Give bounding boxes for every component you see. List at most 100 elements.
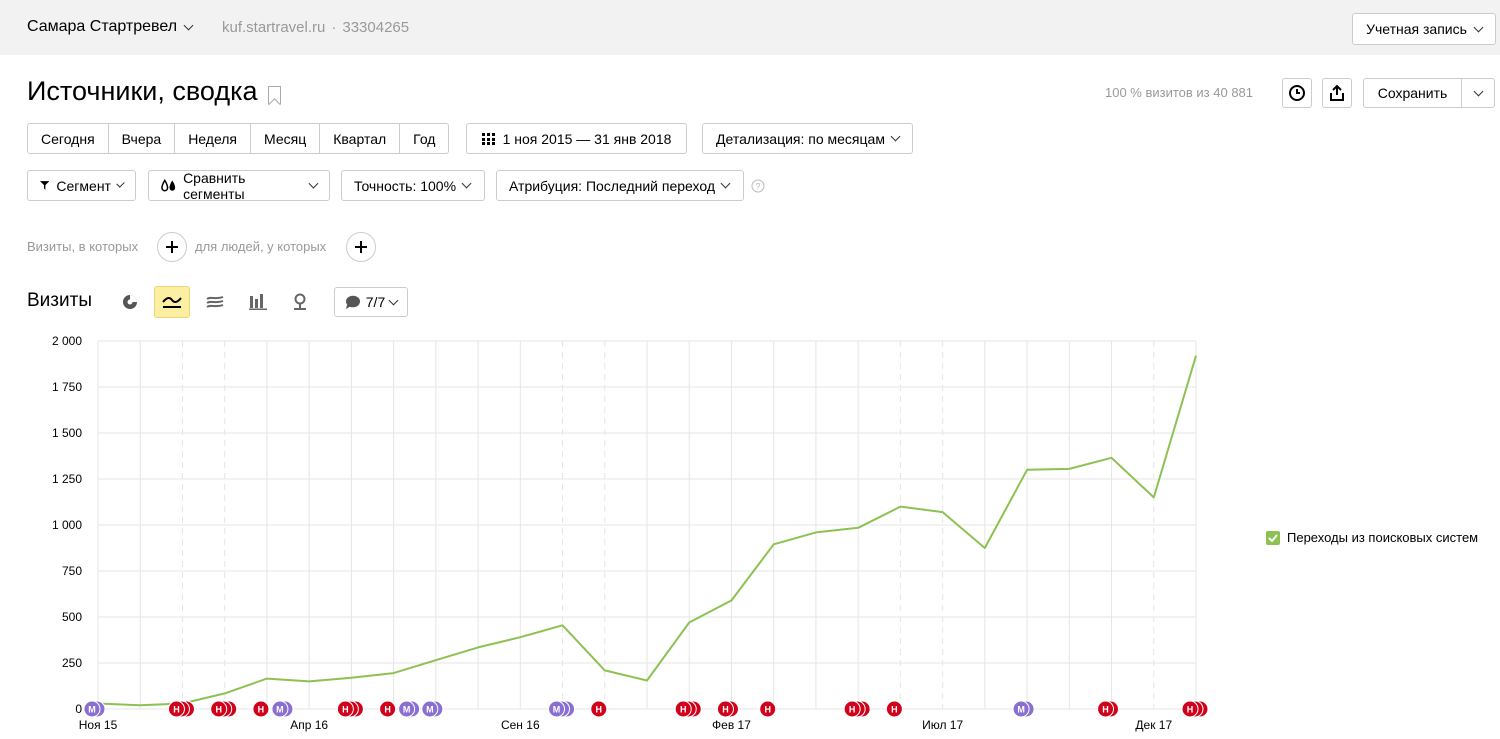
period-week[interactable]: Неделя bbox=[175, 124, 252, 153]
note-marker-red: Н bbox=[843, 700, 871, 718]
note-letter: Н bbox=[596, 705, 603, 715]
x-tick-label: Фев 17 bbox=[712, 718, 751, 732]
check-icon bbox=[1268, 533, 1278, 542]
y-tick-label: 250 bbox=[62, 656, 82, 670]
accuracy-label: Точность: 100% bbox=[354, 177, 457, 194]
share-icon bbox=[1330, 84, 1344, 101]
note-letter: Н bbox=[258, 705, 265, 715]
compare-segments-button[interactable]: Сравнить сегменты bbox=[148, 170, 330, 202]
drops-icon bbox=[161, 178, 176, 191]
note-marker-purple: М bbox=[271, 700, 294, 718]
notes-count: 7/7 bbox=[365, 294, 386, 310]
note-letter: Н bbox=[215, 705, 222, 715]
add-visit-condition-button[interactable] bbox=[157, 232, 187, 262]
attribution-dropdown[interactable]: Атрибуция: Последний переход bbox=[496, 170, 744, 201]
chart-grid bbox=[97, 340, 1197, 710]
note-bubble bbox=[1097, 700, 1115, 718]
detail-label: Детализация: по месяцам bbox=[716, 130, 885, 147]
period-quarter[interactable]: Квартал bbox=[320, 124, 401, 153]
note-bubble bbox=[1181, 700, 1199, 718]
attribution-label: Атрибуция: Последний переход bbox=[509, 177, 716, 194]
notes-button[interactable]: 7/7 bbox=[334, 287, 408, 317]
period-yesterday[interactable]: Вчера bbox=[109, 124, 176, 153]
note-letter: Н bbox=[1187, 705, 1194, 715]
people-condition-label: для людей, у которых bbox=[195, 239, 327, 254]
y-tick-label: 0 bbox=[75, 702, 82, 716]
chart-type-pie[interactable] bbox=[112, 286, 148, 318]
detail-dropdown[interactable]: Детализация: по месяцам bbox=[702, 123, 913, 154]
add-people-condition-button[interactable] bbox=[346, 232, 376, 262]
note-bubble bbox=[548, 700, 566, 718]
account-label: Учетная запись bbox=[1366, 21, 1467, 37]
svg-text:?: ? bbox=[755, 182, 760, 192]
note-letter: Н bbox=[764, 705, 771, 715]
note-bubble bbox=[336, 700, 354, 718]
chart-type-map[interactable] bbox=[282, 286, 318, 318]
chart-type-area[interactable] bbox=[197, 286, 233, 318]
note-bubble bbox=[398, 700, 416, 718]
clock-icon bbox=[1289, 85, 1305, 101]
filter-icon bbox=[40, 181, 50, 190]
period-year[interactable]: Год bbox=[413, 130, 436, 147]
counter-id: 33304265 bbox=[342, 19, 410, 36]
note-letter: Н bbox=[849, 705, 856, 715]
note-bubble bbox=[421, 700, 439, 718]
chevron-down-icon bbox=[116, 179, 125, 188]
counter-site-info: kuf.startravel.ru · 33304265 bbox=[222, 19, 409, 36]
accuracy-dropdown[interactable]: Точность: 100% bbox=[341, 170, 485, 201]
y-tick-label: 1 250 bbox=[52, 472, 82, 486]
bar-chart-icon bbox=[249, 294, 267, 310]
note-bubble bbox=[759, 700, 777, 718]
history-button[interactable] bbox=[1282, 78, 1312, 108]
export-button[interactable] bbox=[1322, 78, 1352, 108]
calendar-icon bbox=[481, 132, 495, 145]
x-tick-label: Июл 17 bbox=[922, 718, 963, 732]
chart-type-line[interactable] bbox=[154, 286, 190, 318]
chevron-down-icon bbox=[388, 295, 399, 305]
date-range-label: 1 ноя 2015 — 31 янв 2018 bbox=[502, 130, 672, 147]
date-range-button[interactable]: 1 ноя 2015 — 31 янв 2018 bbox=[466, 123, 687, 154]
note-marker-red: Н bbox=[1097, 700, 1120, 718]
note-bubble bbox=[716, 700, 734, 718]
y-tick-label: 1 500 bbox=[52, 426, 82, 440]
save-dropdown-button[interactable] bbox=[1461, 78, 1495, 108]
visits-condition-label: Визиты, в которых bbox=[27, 239, 139, 254]
note-letter: М bbox=[88, 705, 96, 715]
note-marker-red: Н bbox=[379, 700, 397, 718]
note-letter: Н bbox=[173, 705, 180, 715]
help-icon[interactable]: ? bbox=[751, 179, 765, 193]
note-letter: М bbox=[276, 705, 284, 715]
legend-label: Переходы из поисковых систем bbox=[1287, 530, 1479, 545]
pie-chart-icon bbox=[123, 295, 137, 309]
chart-type-bar[interactable] bbox=[240, 286, 276, 318]
legend-checkbox[interactable] bbox=[1266, 530, 1280, 545]
counter-selector[interactable]: Самара Стартревел bbox=[27, 18, 194, 36]
segment-button[interactable]: Сегмент bbox=[27, 170, 136, 201]
y-tick-label: 1 750 bbox=[52, 380, 82, 394]
site-domain: kuf.startravel.ru bbox=[222, 19, 326, 36]
chevron-down-icon bbox=[890, 131, 901, 142]
note-letter: М bbox=[1017, 705, 1025, 715]
plus-icon bbox=[355, 241, 367, 253]
note-marker-red: Н bbox=[716, 700, 739, 718]
chevron-down-icon bbox=[308, 178, 319, 189]
note-letter: Н bbox=[722, 705, 729, 715]
top-bar: Самара Стартревел kuf.startravel.ru · 3330… bbox=[0, 0, 1500, 55]
note-marker-red: Н bbox=[590, 700, 608, 718]
note-marker-red: Н bbox=[210, 700, 238, 718]
chart-series bbox=[97, 355, 1197, 707]
counter-name: Самара Стартревел bbox=[27, 18, 178, 35]
period-today[interactable]: Сегодня bbox=[28, 124, 109, 153]
x-axis-labels: Ноя 15 Апр 16 Сен 16 Фев 17 Июл 17 Дек 17 bbox=[79, 718, 1173, 732]
page-title: Источники, сводка bbox=[27, 76, 281, 107]
note-marker-red: Н bbox=[674, 700, 702, 718]
period-month[interactable]: Месяц bbox=[251, 124, 321, 153]
chart-legend[interactable]: Переходы из поисковых систем bbox=[1266, 530, 1478, 545]
note-marker-red: Н bbox=[252, 700, 270, 718]
bookmark-icon[interactable] bbox=[267, 85, 281, 104]
account-button[interactable]: Учетная запись bbox=[1352, 13, 1496, 45]
save-button[interactable]: Сохранить bbox=[1363, 78, 1462, 108]
note-bubble bbox=[885, 700, 903, 718]
note-letter: М bbox=[553, 705, 561, 715]
